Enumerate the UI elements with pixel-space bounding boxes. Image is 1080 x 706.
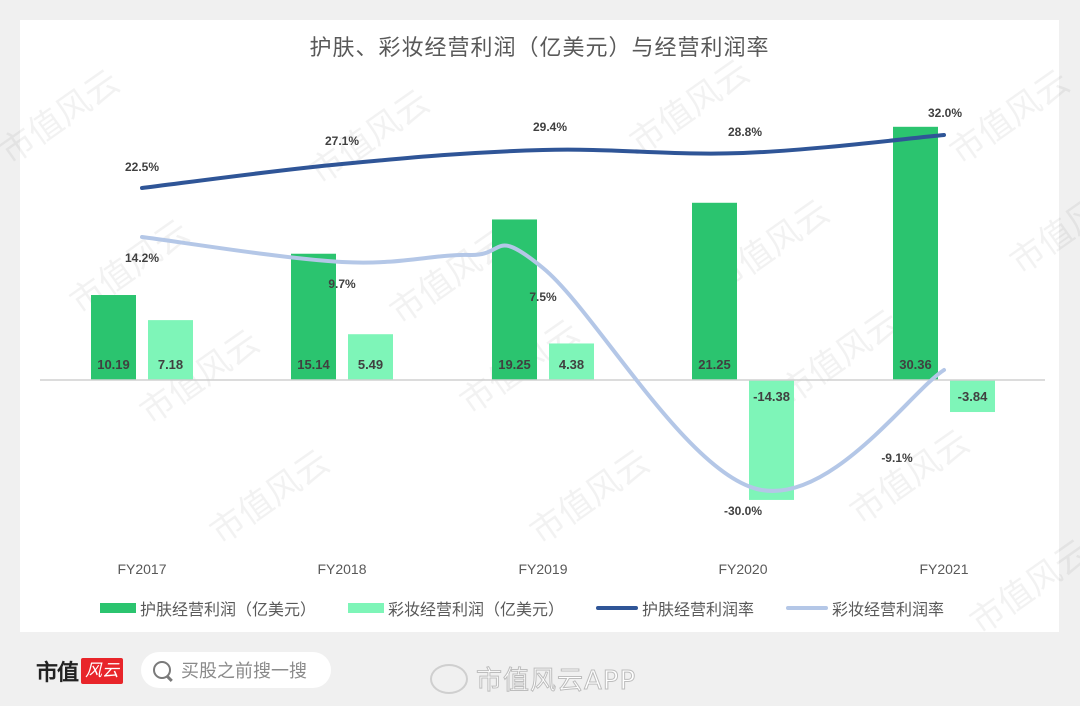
x-axis-label: FY2018 <box>317 561 366 577</box>
bar-value-label: 5.49 <box>358 357 383 372</box>
x-axis-label: FY2017 <box>117 561 166 577</box>
bar-value-label: -14.38 <box>753 389 790 404</box>
line-value-label: -9.1% <box>881 451 913 465</box>
search-placeholder: 买股之前搜一搜 <box>181 661 307 682</box>
legend-label: 彩妆经营利润（亿美元） <box>388 600 565 619</box>
bar-value-label: 10.19 <box>97 357 130 372</box>
legend-item-skincare-margin: 护肤经营利润率 <box>596 596 754 620</box>
bar <box>348 334 393 380</box>
line-value-label: 32.0% <box>928 106 962 120</box>
legend-label: 护肤经营利润（亿美元） <box>140 600 317 619</box>
bar <box>91 295 136 380</box>
bar-value-label: 7.18 <box>158 357 183 372</box>
line-value-label: -30.0% <box>724 504 762 518</box>
bar <box>749 380 794 500</box>
legend-swatch <box>348 603 385 613</box>
legend-label: 护肤经营利润率 <box>642 600 755 619</box>
x-axis-label: FY2019 <box>518 561 567 577</box>
weibo-handle: 市值风云APP <box>475 666 637 697</box>
brand-name: 市值 <box>36 661 79 686</box>
bar-value-label: 4.38 <box>559 357 584 372</box>
line-value-label: 14.2% <box>125 251 159 265</box>
bar-value-label: 15.14 <box>297 357 330 372</box>
x-axis-label: FY2021 <box>919 561 968 577</box>
line-makeup-margin <box>140 235 946 493</box>
weibo-watermark: 市值风云APP <box>430 660 636 697</box>
brand-mark: 风云 <box>81 658 124 684</box>
legend-item-makeup-margin: 彩妆经营利润率 <box>786 596 944 620</box>
bar <box>950 380 995 413</box>
legend: 护肤经营利润（亿美元） 彩妆经营利润（亿美元） 护肤经营利润率 彩妆经营利润率 <box>100 596 976 620</box>
legend-label: 彩妆经营利润率 <box>832 600 945 619</box>
data-labels: 10.19 7.18 15.14 5.49 19.25 4.38 21.25 -14.38 30… <box>97 106 988 518</box>
legend-swatch <box>100 603 136 613</box>
search-box[interactable]: 买股之前搜一搜 <box>141 652 331 688</box>
legend-swatch <box>596 606 639 610</box>
line-value-label: 29.4% <box>533 120 567 134</box>
bar-value-label: 30.36 <box>899 357 932 372</box>
line-value-label: 28.8% <box>728 125 762 139</box>
chart-panel <box>20 20 1059 632</box>
x-axis-categories: FY2017 FY2018 FY2019 FY2020 FY2021 <box>117 561 968 577</box>
brand-logo[interactable]: 市值 风云 <box>36 655 124 687</box>
x-axis-label: FY2020 <box>718 561 767 577</box>
search-icon <box>153 661 171 679</box>
legend-swatch <box>786 606 829 610</box>
line-value-label: 22.5% <box>125 160 159 174</box>
bar <box>549 343 594 380</box>
line-value-label: 27.1% <box>325 134 359 148</box>
line-value-label: 9.7% <box>328 277 356 291</box>
bar-value-label: -3.84 <box>958 389 988 404</box>
line-value-label: 7.5% <box>529 290 557 304</box>
legend-item-makeup-profit: 彩妆经营利润（亿美元） <box>348 596 564 620</box>
bar <box>893 126 938 380</box>
bar-value-label: 19.25 <box>498 357 531 372</box>
bar <box>148 320 193 380</box>
weibo-icon <box>430 663 468 694</box>
bar-series <box>91 126 995 500</box>
bar <box>291 253 336 380</box>
chart-title: 护肤、彩妆经营利润（亿美元）与经营利润率 <box>309 36 770 61</box>
bar-value-label: 21.25 <box>698 357 731 372</box>
legend-item-skincare-profit: 护肤经营利润（亿美元） <box>100 596 316 620</box>
line-skincare-margin <box>140 133 946 190</box>
bar <box>692 202 737 380</box>
